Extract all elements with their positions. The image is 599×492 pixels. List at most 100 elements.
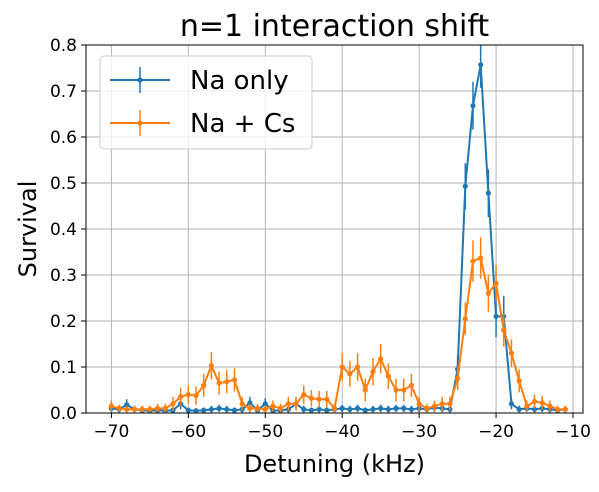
data-point — [416, 401, 422, 407]
data-point — [208, 363, 215, 369]
legend: Na only Na + Cs — [99, 55, 313, 150]
data-point — [116, 405, 122, 411]
data-point — [408, 382, 415, 388]
data-point — [201, 407, 207, 413]
x-tick-label: −40 — [324, 422, 360, 442]
data-point — [316, 396, 322, 402]
data-point — [239, 401, 245, 407]
data-point — [262, 401, 268, 407]
data-point — [493, 313, 499, 319]
y-tick-label: 0.3 — [50, 266, 77, 286]
x-tick-label: −10 — [555, 422, 591, 442]
data-point — [224, 379, 230, 385]
data-point — [531, 398, 538, 405]
data-point — [208, 406, 215, 412]
legend-marker — [137, 120, 143, 126]
data-point — [278, 405, 284, 411]
data-point — [447, 401, 453, 407]
data-point — [216, 380, 222, 386]
series-2 — [108, 237, 568, 413]
data-point — [285, 401, 291, 407]
data-point — [516, 406, 522, 412]
data-point — [224, 406, 230, 412]
data-point — [370, 406, 376, 412]
grid — [86, 44, 583, 414]
data-point — [347, 406, 353, 412]
data-point — [508, 401, 515, 407]
data-point — [562, 406, 568, 412]
y-tick-label: 0.6 — [50, 128, 77, 148]
data-point — [539, 400, 545, 406]
data-point — [362, 387, 368, 393]
data-point — [485, 290, 491, 296]
data-point — [501, 327, 507, 333]
data-point — [454, 375, 461, 382]
x-tick-label: −20 — [478, 422, 514, 442]
data-point — [385, 373, 391, 379]
data-point — [378, 405, 384, 411]
chart-title: n=1 interaction shift — [180, 9, 490, 44]
data-point — [508, 350, 515, 356]
data-point — [139, 406, 145, 412]
data-point — [339, 405, 345, 411]
data-point — [293, 401, 299, 407]
y-tick-label: 0.1 — [50, 358, 77, 378]
data-point — [347, 371, 353, 377]
data-point — [124, 406, 130, 412]
data-point — [516, 378, 522, 384]
legend-entries: Na only Na + Cs — [110, 66, 295, 139]
data-point — [270, 403, 276, 409]
data-point — [154, 405, 161, 411]
y-tick-label: 0.8 — [50, 36, 77, 56]
data-point — [201, 382, 207, 388]
y-tick-label: 0.5 — [50, 174, 77, 194]
data-point — [431, 403, 438, 409]
x-tick-label: −60 — [170, 422, 206, 442]
y-tick-label: 0.4 — [50, 220, 77, 240]
series-line — [111, 256, 566, 411]
data-point — [124, 402, 130, 408]
data-point — [370, 369, 376, 375]
data-point — [470, 103, 476, 109]
ticks: −70 −60 −50 −40 −30 −20 −10 0.0 0.1 0.2 0.3 0.4 0.5 0… — [50, 36, 591, 442]
legend-label: Na only — [190, 66, 289, 96]
data-point — [185, 392, 191, 398]
data-point — [393, 405, 399, 411]
data-point — [462, 316, 468, 322]
data-point — [324, 407, 330, 413]
data-point — [439, 401, 445, 407]
data-point — [493, 280, 499, 286]
data-point — [408, 406, 415, 412]
data-point — [193, 408, 199, 414]
data-point — [485, 190, 491, 196]
data-point — [462, 183, 468, 189]
data-point — [170, 401, 176, 407]
series-layer — [108, 45, 568, 414]
data-point — [393, 387, 399, 393]
data-point — [354, 364, 361, 370]
legend-label: Na + Cs — [190, 109, 295, 139]
data-point — [254, 405, 261, 411]
x-axis-label: Detuning (kHz) — [244, 450, 425, 478]
data-point — [231, 377, 238, 383]
data-point — [216, 405, 222, 411]
data-point — [108, 403, 114, 409]
data-point — [478, 255, 484, 261]
data-point — [354, 405, 361, 411]
data-point — [547, 403, 553, 409]
data-point — [401, 405, 407, 411]
data-point — [378, 356, 384, 362]
data-point — [147, 406, 153, 412]
data-point — [401, 387, 407, 393]
data-point — [324, 396, 330, 402]
y-tick-label: 0.7 — [50, 82, 77, 102]
data-point — [362, 407, 368, 413]
y-tick-label: 0.0 — [50, 404, 77, 424]
data-point — [478, 62, 484, 68]
data-point — [131, 406, 138, 412]
x-tick-label: −30 — [401, 422, 437, 442]
data-point — [331, 405, 338, 411]
data-point — [247, 405, 253, 411]
data-point — [424, 405, 430, 411]
